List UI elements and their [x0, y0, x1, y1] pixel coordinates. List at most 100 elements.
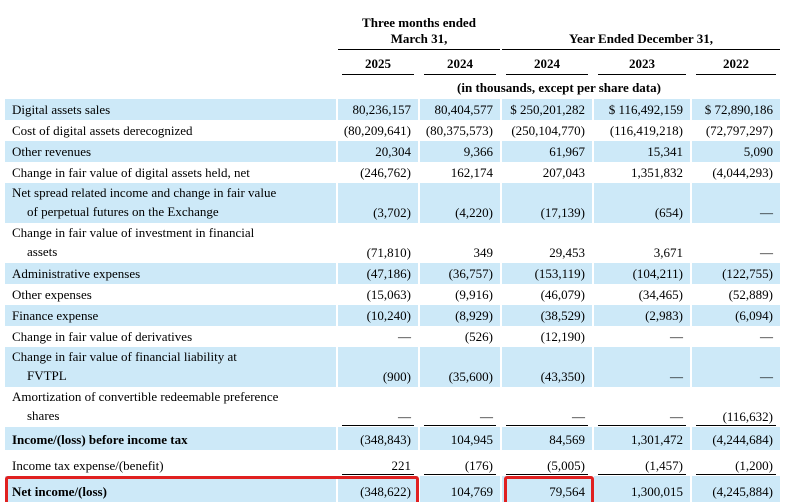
- cell-value: (2,983): [594, 308, 683, 324]
- cell-value: 104,945: [420, 432, 493, 448]
- cell-value: —: [420, 409, 493, 425]
- cell-value: (104,211): [594, 266, 683, 282]
- cell-value: $ 250,201,282: [502, 102, 585, 118]
- header-text: March 31,: [338, 31, 500, 47]
- cell-value: —: [692, 329, 773, 345]
- cell-value: (654): [594, 205, 683, 221]
- cell-value: (122,755): [692, 266, 773, 282]
- cell-value: (4,244,684): [692, 432, 773, 448]
- cell-value: (1,200): [692, 458, 773, 474]
- cell-value: 9,366: [420, 144, 493, 160]
- rule: [424, 74, 496, 75]
- rule: [506, 425, 588, 426]
- cell-value: $ 72,890,186: [692, 102, 773, 118]
- cell-value: 80,236,157: [338, 102, 411, 118]
- cell-value: (116,632): [692, 409, 773, 425]
- rule: [424, 425, 496, 426]
- row-label: Income tax expense/(benefit): [12, 458, 164, 474]
- cell-value: (43,350): [502, 369, 585, 385]
- cell-value: 1,351,832: [594, 165, 683, 181]
- cell-value: 1,300,015: [594, 484, 683, 500]
- cell-value: (35,600): [420, 369, 493, 385]
- rule: [424, 474, 496, 475]
- cell-value: (4,044,293): [692, 165, 773, 181]
- cell-value: (38,529): [502, 308, 585, 324]
- cell-value: (80,209,641): [338, 123, 411, 139]
- row-label: Cost of digital assets derecognized: [12, 123, 193, 139]
- cell-value: (34,465): [594, 287, 683, 303]
- cell-value: —: [594, 409, 683, 425]
- row-label: Income/(loss) before income tax: [12, 432, 188, 448]
- rule: [342, 74, 414, 75]
- year-header: 2024: [502, 56, 592, 72]
- cell-value: 29,453: [502, 245, 585, 261]
- row-label: Amortization of convertible redeemable p…: [12, 389, 278, 405]
- cell-value: (12,190): [502, 329, 585, 345]
- cell-value: —: [338, 409, 411, 425]
- row-label: assets: [27, 244, 57, 260]
- cell-value: 80,404,577: [420, 102, 493, 118]
- rule: [342, 425, 414, 426]
- cell-value: 5,090: [692, 144, 773, 160]
- rule: [506, 74, 588, 75]
- cell-value: (15,063): [338, 287, 411, 303]
- cell-value: —: [594, 329, 683, 345]
- rule: [338, 49, 500, 50]
- cell-value: 207,043: [502, 165, 585, 181]
- cell-value: (246,762): [338, 165, 411, 181]
- year-header: 2025: [338, 56, 418, 72]
- highlight-box: [5, 476, 419, 502]
- header-text: Year Ended December 31,: [502, 31, 780, 47]
- cell-value: 15,341: [594, 144, 683, 160]
- cell-value: (176): [420, 458, 493, 474]
- row-label: Change in fair value of digital assets h…: [12, 165, 250, 181]
- cell-value: 20,304: [338, 144, 411, 160]
- units-text: (in thousands, except per share data): [338, 80, 780, 96]
- year-header: 2022: [692, 56, 780, 72]
- cell-value: (4,220): [420, 205, 493, 221]
- row-label: Change in fair value of investment in fi…: [12, 225, 254, 241]
- rule: [342, 474, 414, 475]
- rule: [502, 49, 780, 50]
- row-label: Digital assets sales: [12, 102, 110, 118]
- cell-value: (46,079): [502, 287, 585, 303]
- cell-value: (348,843): [338, 432, 411, 448]
- header-text: Three months ended: [338, 15, 500, 31]
- year-header: 2023: [594, 56, 690, 72]
- cell-value: —: [692, 369, 773, 385]
- cell-value: 221: [338, 458, 411, 474]
- cell-value: (116,419,218): [594, 123, 683, 139]
- cell-value: (900): [338, 369, 411, 385]
- row-label: Net spread related income and change in …: [12, 185, 276, 201]
- highlight-box: [504, 476, 594, 502]
- cell-value: (80,375,573): [420, 123, 493, 139]
- cell-value: (4,245,884): [692, 484, 773, 500]
- row-label: of perpetual futures on the Exchange: [27, 204, 219, 220]
- cell-value: —: [692, 205, 773, 221]
- cell-value: —: [594, 369, 683, 385]
- cell-value: 84,569: [502, 432, 585, 448]
- cell-value: 349: [420, 245, 493, 261]
- cell-value: (36,757): [420, 266, 493, 282]
- cell-value: —: [502, 409, 585, 425]
- cell-value: —: [692, 245, 773, 261]
- rule: [506, 474, 588, 475]
- cell-value: (17,139): [502, 205, 585, 221]
- cell-value: $ 116,492,159: [594, 102, 683, 118]
- cell-value: (153,119): [502, 266, 585, 282]
- rule: [598, 74, 686, 75]
- cell-value: (5,005): [502, 458, 585, 474]
- cell-value: (3,702): [338, 205, 411, 221]
- cell-value: (71,810): [338, 245, 411, 261]
- cell-value: 61,967: [502, 144, 585, 160]
- cell-value: 3,671: [594, 245, 683, 261]
- row-label: Change in fair value of derivatives: [12, 329, 192, 345]
- cell-value: (526): [420, 329, 493, 345]
- row-label: Change in fair value of financial liabil…: [12, 349, 237, 365]
- rule: [696, 425, 776, 426]
- rule: [598, 474, 686, 475]
- cell-value: —: [338, 329, 411, 345]
- cell-value: (72,797,297): [692, 123, 773, 139]
- cell-value: 1,301,472: [594, 432, 683, 448]
- cell-value: (52,889): [692, 287, 773, 303]
